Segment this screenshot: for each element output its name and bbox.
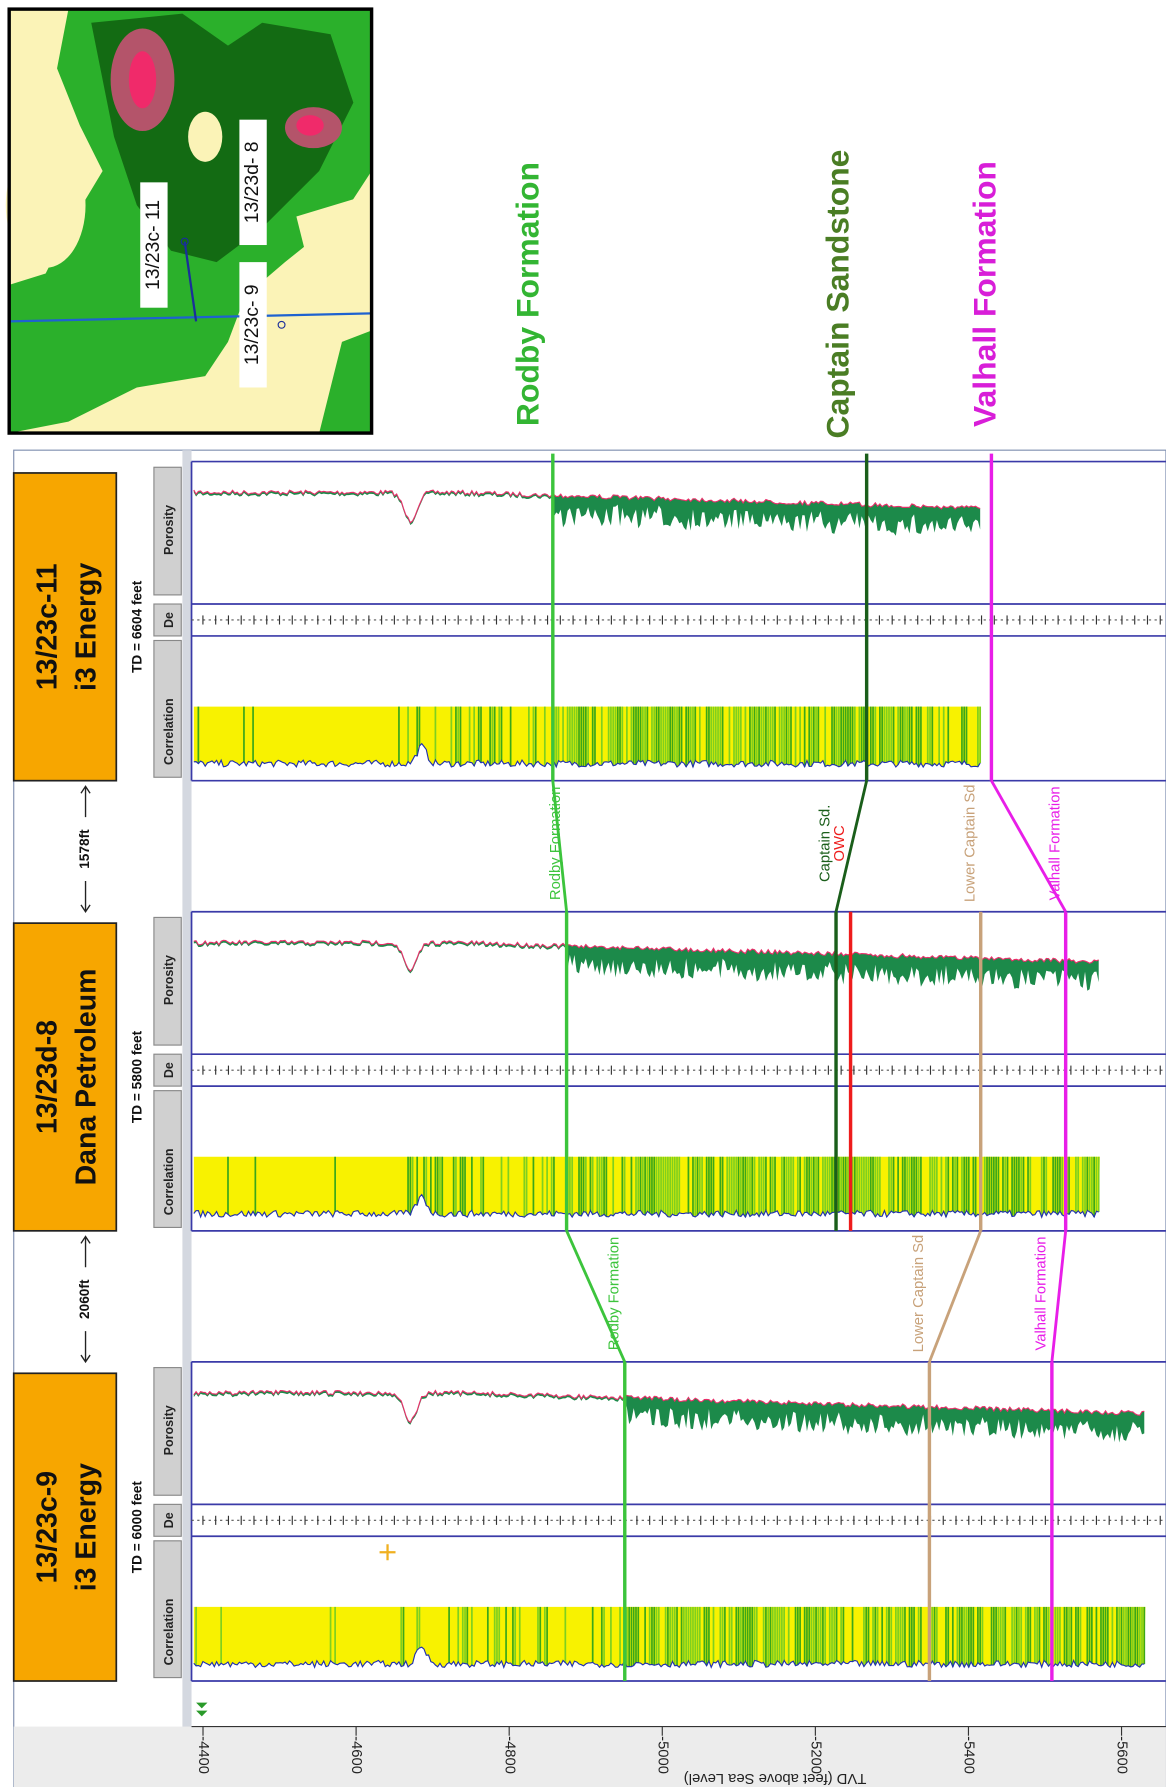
marker-label: OWC	[832, 825, 848, 861]
well-operator: Dana Petroleum	[70, 969, 102, 1186]
formation-heading: Valhall Formation	[966, 161, 1002, 427]
track-title: Correlation	[162, 1148, 176, 1215]
marker-label: Lower Captain Sd	[911, 1235, 927, 1353]
axis-tick-label: -5400	[961, 1736, 977, 1774]
track-title: Porosity	[162, 505, 176, 555]
distance-label: 1578ft	[77, 829, 92, 869]
well-td: TD = 6000 feet	[130, 1481, 145, 1574]
track-title: Correlation	[162, 1599, 176, 1666]
map-high	[296, 115, 323, 136]
map-high	[129, 51, 156, 108]
track-title: De	[162, 1062, 176, 1078]
marker-label: Rodby Formation	[548, 787, 564, 900]
axis-title: TVD (feet above Sea Level)	[684, 1770, 867, 1786]
splitter	[182, 450, 191, 1787]
track-title: De	[162, 612, 176, 628]
screenshot: 13/23c- 11 13/23d- 8 13/23c- 9 Rodby Format…	[0, 0, 1166, 1787]
axis-tick-label: -5200	[807, 1736, 823, 1774]
track-title: Porosity	[162, 1405, 176, 1455]
track-title: Correlation	[162, 698, 176, 765]
axis-area	[14, 1727, 1166, 1787]
well-name: 13/23c-9	[32, 1471, 64, 1583]
axis-tick-label: -4600	[348, 1736, 364, 1774]
map-well-label: 13/23d- 8	[241, 141, 263, 223]
well-operator: i3 Energy	[70, 1463, 102, 1591]
well-name: 13/23c-11	[32, 563, 64, 690]
marker-label: Valhall Formation	[1034, 1237, 1050, 1351]
well-operator: i3 Energy	[70, 563, 102, 691]
marker-label: Lower Captain Sd	[962, 785, 978, 903]
track-title: Porosity	[162, 955, 176, 1005]
axis-tick-label: -4400	[195, 1736, 211, 1774]
marker-label: Valhall Formation	[1047, 786, 1063, 900]
well-name: 13/23d-8	[32, 1020, 64, 1134]
map-well-label: 13/23c- 11	[142, 200, 164, 290]
page: {"map": {"wells": ["13/23c- 11", "13/23d…	[0, 0, 1166, 1787]
formation-heading: Rodby Formation	[509, 162, 545, 426]
map-well-label: 13/23c- 9	[241, 284, 263, 365]
map	[6, 9, 372, 433]
axis-tick-label: -5600	[1114, 1736, 1130, 1774]
formation-heading: Captain Sandstone	[819, 150, 855, 439]
axis-tick-label: -4800	[501, 1736, 517, 1774]
track-title: De	[162, 1512, 176, 1528]
well-td: TD = 5800 feet	[130, 1030, 145, 1123]
well-td: TD = 6604 feet	[130, 580, 145, 673]
map-hole	[188, 112, 222, 162]
axis-tick-label: -5000	[654, 1736, 670, 1774]
marker-label: Rodby Formation	[606, 1237, 622, 1350]
map-hole	[6, 142, 86, 267]
distance-label: 2060ft	[77, 1279, 92, 1319]
